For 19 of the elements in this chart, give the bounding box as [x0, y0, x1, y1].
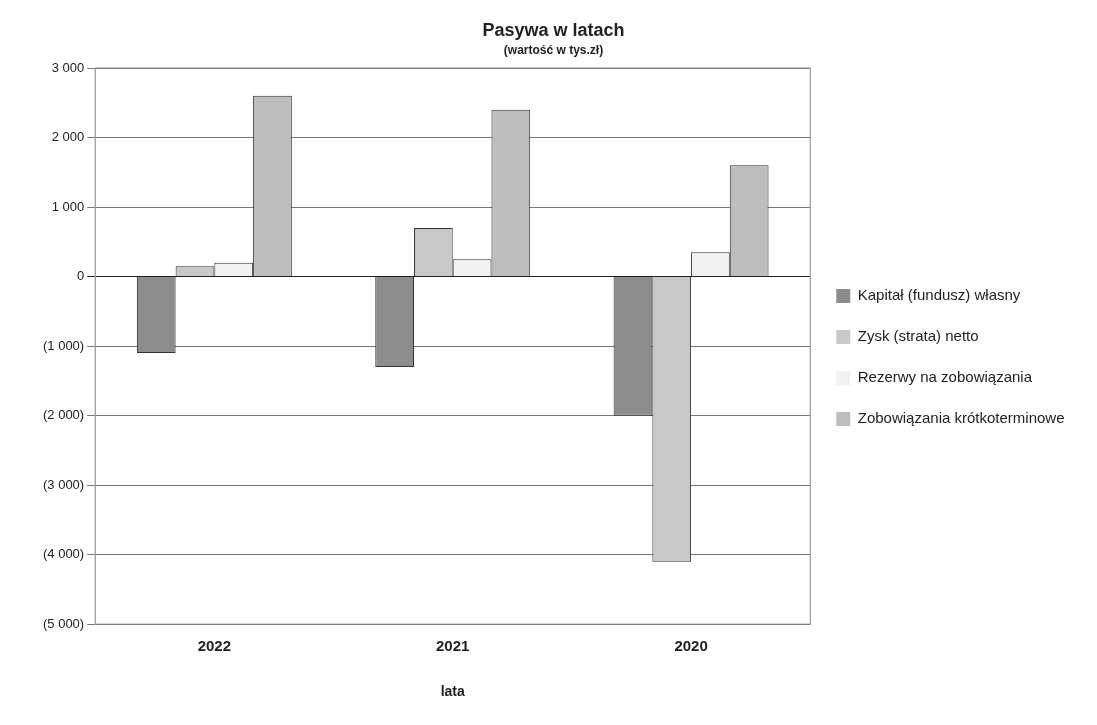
y-tick-label: (1 000) [42, 337, 85, 353]
y-tick-label: 1 000 [51, 198, 85, 214]
x-tick-label: 2022 [197, 637, 232, 655]
chart-subtitle: (wartość w tys.zł) [503, 43, 604, 58]
x-tick-label: 2021 [436, 637, 470, 655]
y-tick-label: (2 000) [42, 407, 85, 423]
y-tick-label: 3 000 [51, 59, 85, 75]
x-axis-title: lata [440, 683, 465, 700]
y-tick-label: (3 000) [42, 476, 85, 492]
chart-title: Pasywa w latach [482, 19, 625, 40]
legend-label: Zysk (strata) netto [857, 327, 979, 345]
y-tick-label: 2 000 [51, 129, 85, 145]
y-tick-label: (5 000) [42, 615, 85, 631]
y-tick-label: (4 000) [42, 546, 85, 562]
x-tick-label: 2020 [674, 637, 708, 655]
legend-label: Zobowiązania krótkoterminowe [857, 409, 1065, 427]
legend-label: Kapitał (fundusz) własny [857, 286, 1021, 304]
legend-label: Rezerwy na zobowiązania [857, 368, 1033, 386]
y-tick-label: 0 [76, 268, 85, 284]
